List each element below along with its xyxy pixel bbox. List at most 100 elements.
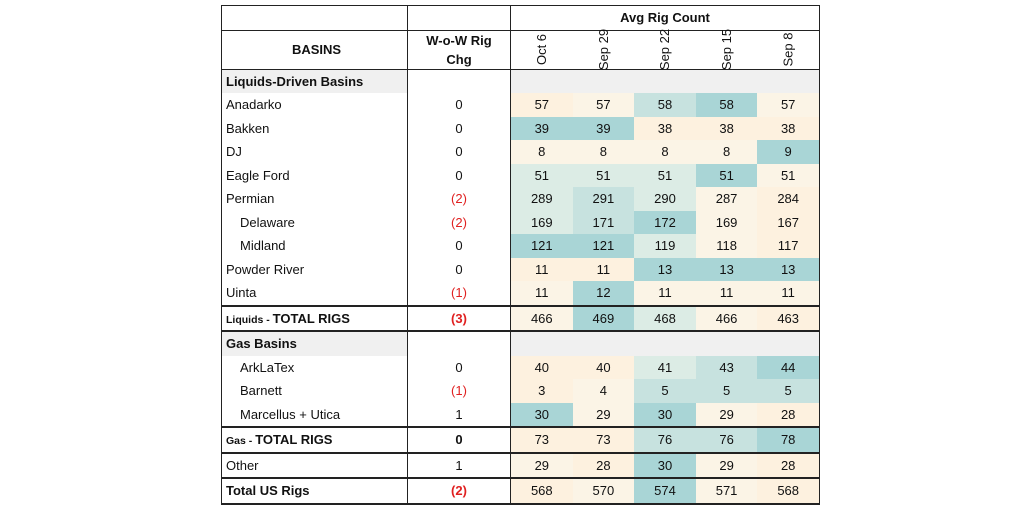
rig-count-cell: 5: [695, 379, 758, 403]
rig-count-table: Avg Rig Count BASINS W-o-W Rig Chg Oct 6 …: [221, 5, 820, 505]
rig-count-cell: 118: [695, 234, 758, 258]
rig-count-cell: 76: [695, 426, 758, 454]
basin-name: Liquids - TOTAL RIGS: [221, 304, 408, 332]
date-label: Oct 6: [534, 33, 550, 66]
rig-count-cell: 39: [572, 116, 635, 140]
basin-name: Delaware: [221, 210, 408, 234]
table-row: Powder River 0 11 11 13 13 13: [221, 257, 820, 281]
table-row: Total US Rigs (2) 568 570 574 571 568: [221, 477, 820, 505]
rig-count-cell: 41: [634, 355, 696, 379]
liquids-rows: Anadarko 0 57 57 58 58 57 Bakken 0 39 39 38 38 38 DJ 0 8…: [221, 93, 820, 306]
wow-change-value: (2): [407, 187, 511, 211]
rig-count-cell: 3: [510, 379, 573, 403]
section-fill: [510, 69, 820, 93]
gas-total-rows: Gas - TOTAL RIGS 0 73 73 76 76 78: [221, 426, 820, 454]
basin-name: Marcellus + Utica: [221, 402, 408, 427]
wow-change-value: 0: [407, 93, 511, 117]
rig-count-cell: 58: [634, 93, 696, 117]
table-row: Eagle Ford 0 51 51 51 51 51: [221, 163, 820, 187]
rig-count-cell: 28: [757, 402, 820, 427]
rig-count-cell: 12: [572, 281, 635, 306]
wow-header-line2: Chg: [446, 51, 472, 67]
rig-count-cell: 568: [510, 477, 573, 505]
section-chg-blank: [407, 331, 511, 356]
rig-count-cell: 58: [695, 93, 758, 117]
rig-count-cell: 5: [757, 379, 820, 403]
basin-name: Other: [221, 452, 408, 478]
basin-label: TOTAL RIGS: [255, 432, 333, 448]
date-label: Sep 22: [657, 28, 673, 71]
basin-name: Eagle Ford: [221, 163, 408, 187]
date-header: Sep 22: [634, 28, 696, 71]
rig-count-cell: 11: [695, 281, 758, 306]
rig-count-cell: 43: [695, 355, 758, 379]
rig-count-cell: 38: [634, 116, 696, 140]
rig-count-cell: 29: [572, 402, 635, 427]
wow-change-header: W-o-W Rig Chg: [407, 29, 511, 70]
rig-count-cell: 571: [695, 477, 758, 505]
rig-count-cell: 8: [695, 140, 758, 164]
rig-count-cell: 57: [510, 93, 573, 117]
rig-count-cell: 57: [572, 93, 635, 117]
wow-change-value: (1): [407, 281, 511, 306]
section-title-gas: Gas Basins: [221, 331, 408, 356]
rig-count-cell: 466: [510, 304, 573, 332]
gas-rows: ArkLaTex 0 40 40 41 43 44 Barnett (1) 3 4 5 5 5 Marcel…: [221, 355, 820, 427]
rig-count-cell: 40: [572, 355, 635, 379]
wow-change-value: 0: [407, 234, 511, 258]
basin-name: Permian: [221, 187, 408, 211]
rig-count-cell: 5: [634, 379, 696, 403]
date-label: Sep 8: [780, 32, 796, 67]
date-header: Sep 15: [695, 28, 758, 71]
table-row: Other 1 29 28 30 29 28: [221, 452, 820, 478]
basins-header: BASINS: [221, 29, 408, 70]
rig-count-cell: 51: [695, 163, 758, 187]
rig-count-cell: 51: [634, 163, 696, 187]
table-row: ArkLaTex 0 40 40 41 43 44: [221, 355, 820, 379]
basin-name: Midland: [221, 234, 408, 258]
rig-count-cell: 73: [510, 426, 573, 454]
rig-count-cell: 29: [695, 402, 758, 427]
rig-count-cell: 167: [757, 210, 820, 234]
section-chg-blank: [407, 69, 511, 93]
wow-change-value: 0: [407, 426, 511, 454]
wow-change-value: (2): [407, 210, 511, 234]
date-label: Sep 15: [719, 28, 735, 71]
header-blank-cell: [221, 5, 408, 31]
rig-count-cell: 73: [572, 426, 635, 454]
rig-count-cell: 469: [572, 304, 635, 332]
basin-prefix: Liquids -: [226, 313, 273, 326]
rig-count-cell: 13: [634, 257, 696, 281]
rig-count-cell: 568: [757, 477, 820, 505]
table-row: Permian (2) 289 291 290 287 284: [221, 187, 820, 211]
rig-count-cell: 8: [634, 140, 696, 164]
rig-count-cell: 11: [510, 281, 573, 306]
wow-change-value: 0: [407, 116, 511, 140]
rig-count-cell: 117: [757, 234, 820, 258]
avg-rig-count-header: Avg Rig Count: [510, 5, 820, 31]
rig-count-cell: 30: [634, 402, 696, 427]
section-row: Gas Basins: [221, 331, 820, 356]
wow-change-value: 0: [407, 257, 511, 281]
rig-count-cell: 11: [634, 281, 696, 306]
basin-name: Gas - TOTAL RIGS: [221, 426, 408, 454]
rig-count-cell: 29: [510, 452, 573, 478]
rig-count-cell: 29: [695, 452, 758, 478]
basin-name: Bakken: [221, 116, 408, 140]
rig-count-cell: 9: [757, 140, 820, 164]
wow-change-value: (1): [407, 379, 511, 403]
rig-count-cell: 468: [634, 304, 696, 332]
rig-count-cell: 30: [510, 402, 573, 427]
wow-change-value: (2): [407, 477, 511, 505]
table-row: Midland 0 121 121 119 118 117: [221, 234, 820, 258]
wow-change-value: 0: [407, 140, 511, 164]
basin-label: TOTAL RIGS: [272, 310, 350, 326]
table-row: Delaware (2) 169 171 172 169 167: [221, 210, 820, 234]
rig-count-cell: 289: [510, 187, 573, 211]
rig-count-cell: 44: [757, 355, 820, 379]
basin-name: ArkLaTex: [221, 355, 408, 379]
rig-count-cell: 119: [634, 234, 696, 258]
section-fill: [510, 331, 820, 356]
basin-name: Barnett: [221, 379, 408, 403]
date-header: Sep 8: [757, 30, 820, 70]
